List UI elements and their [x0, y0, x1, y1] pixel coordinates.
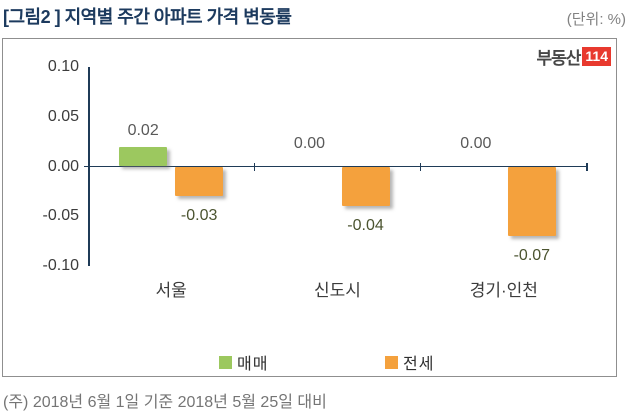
- sale-legend-swatch: [219, 355, 232, 369]
- jeonse-value-label-2: -0.07: [513, 247, 551, 265]
- category-label-1: 신도시: [314, 281, 361, 300]
- plot-area: 0.10 0.05 0.00 -0.05 -0.10 서울 신도시 경기·인천 0.02 0.00…: [3, 39, 616, 376]
- chart-panel: 0.10 0.05 0.00 -0.05 -0.10 서울 신도시 경기·인천 0.02 0.00…: [2, 38, 617, 377]
- sale-legend-label: 매매: [237, 356, 269, 373]
- budongsan114-logo: 부동산 114: [536, 44, 611, 69]
- jeonse-bar-2: [507, 166, 556, 237]
- jeonse-value-label-0: -0.03: [180, 207, 218, 225]
- logo-badge-114: 114: [582, 47, 611, 66]
- x-axis-line: [84, 165, 588, 168]
- jeonse-value-label-1: -0.04: [347, 217, 384, 235]
- sale-value-label-2: 0.00: [460, 134, 492, 152]
- unit-label: (단위: %): [566, 11, 626, 28]
- y-axis-tick-label-3: -0.05: [42, 207, 79, 225]
- jeonse-bar-0: [175, 166, 224, 197]
- sale-bar-0: [119, 146, 168, 167]
- x-axis-tick-2: [419, 162, 422, 171]
- x-axis-tick-3: [586, 162, 588, 171]
- jeonse-legend-swatch: [385, 355, 398, 369]
- legend-item-jeonse: 전세: [385, 350, 434, 374]
- jeonse-bar-1: [341, 166, 390, 207]
- y-axis-tick-label-4: -0.10: [42, 257, 79, 274]
- x-axis-tick-1: [253, 162, 256, 171]
- jeonse-legend-label: 전세: [403, 356, 435, 373]
- y-axis-tick-label-1: 0.05: [47, 107, 79, 125]
- y-axis-tick-label-2: 0.00: [47, 157, 79, 175]
- footer-note: (주) 2018년 6월 1일 기준 2018년 5월 25일 대비: [3, 394, 327, 411]
- category-label-2: 경기·인천: [469, 281, 538, 300]
- sale-value-label-0: 0.02: [127, 121, 159, 139]
- category-label-0: 서울: [155, 281, 187, 300]
- sale-value-label-1: 0.00: [293, 134, 326, 152]
- logo-text: 부동산: [536, 49, 581, 68]
- page-title: [그림2 ] 지역별 주간 아파트 가격 변동률: [3, 7, 292, 27]
- y-axis-tick-label-0: 0.10: [47, 58, 79, 75]
- legend-item-sale: 매매: [219, 350, 268, 374]
